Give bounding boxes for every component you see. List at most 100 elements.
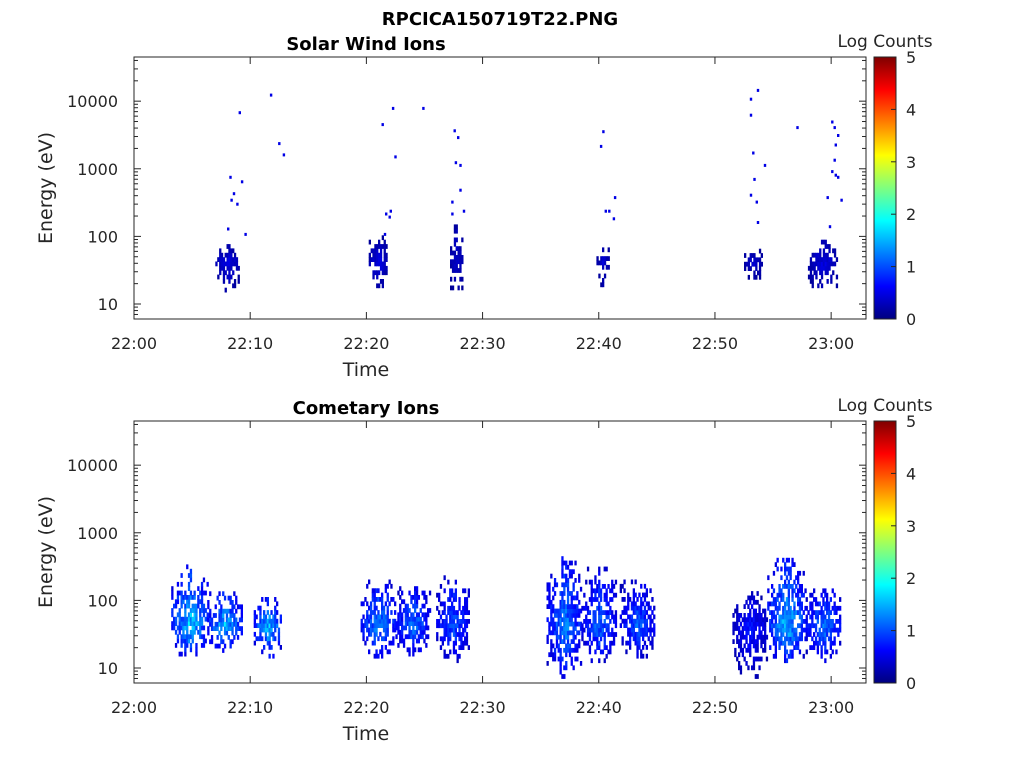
heatmap-cell — [218, 630, 221, 636]
heatmap-cell — [219, 248, 222, 254]
heatmap-cell — [570, 630, 573, 636]
heatmap-cell — [180, 603, 183, 609]
heatmap-cell — [568, 647, 572, 653]
heatmap-cell — [747, 621, 750, 627]
heatmap-cell — [364, 618, 367, 624]
heatmap-cell — [599, 614, 603, 620]
heatmap-cell — [232, 270, 235, 276]
heatmap-cell — [178, 590, 181, 596]
heatmap-cell — [736, 634, 739, 640]
heatmap-cell — [826, 261, 829, 267]
heatmap-cell — [829, 623, 832, 629]
heatmap-cell — [824, 632, 827, 637]
panel-title: Cometary Ions — [293, 398, 440, 419]
heatmap-cell — [791, 632, 794, 637]
heatmap-cell — [599, 623, 603, 629]
heatmap-cell — [798, 584, 802, 589]
heatmap-cell — [747, 257, 750, 263]
heatmap-cell — [745, 639, 748, 644]
colorbar-label: Log Counts — [837, 32, 932, 52]
heatmap-cell — [460, 623, 463, 629]
heatmap-cell — [279, 645, 282, 650]
heatmap-cell — [235, 626, 238, 631]
heatmap-cell — [174, 629, 178, 635]
heatmap-cell — [809, 257, 813, 262]
heatmap-cell — [423, 616, 426, 622]
heatmap-cell — [767, 601, 770, 607]
heatmap-cell — [368, 614, 371, 620]
heatmap-cell — [787, 627, 790, 633]
heatmap-cell — [835, 610, 838, 615]
heatmap-cell — [548, 630, 551, 636]
heatmap-cell — [173, 625, 176, 631]
heatmap-cell — [447, 605, 450, 611]
heatmap-cell — [381, 235, 384, 241]
heatmap-cell — [417, 595, 420, 600]
heatmap-cell — [642, 653, 645, 659]
heatmap-cell — [264, 597, 268, 602]
heatmap-cell — [178, 629, 181, 635]
heatmap-cell — [649, 640, 652, 646]
heatmap-cell — [231, 613, 234, 618]
heatmap-cell — [811, 261, 814, 267]
heatmap-cell — [184, 643, 187, 648]
heatmap-cell — [594, 627, 597, 633]
heatmap-cell — [421, 612, 424, 618]
x-tick-label: 22:00 — [111, 698, 157, 717]
heatmap-cell — [379, 597, 382, 602]
heatmap-cell — [623, 618, 626, 624]
heatmap-cell — [598, 579, 601, 585]
heatmap-cell — [583, 605, 586, 611]
heatmap-cell — [171, 595, 174, 600]
heatmap-cell — [638, 592, 641, 598]
heatmap-cell — [840, 198, 843, 202]
heatmap-cell — [839, 605, 842, 611]
heatmap-cell — [364, 640, 367, 646]
heatmap-cell — [774, 623, 777, 629]
heatmap-cell — [772, 636, 776, 642]
heatmap-cell — [827, 636, 831, 642]
heatmap-cell — [278, 142, 281, 146]
heatmap-cell — [459, 268, 462, 273]
heatmap-cell — [436, 636, 439, 642]
heatmap-cell — [602, 247, 605, 253]
heatmap-cell — [450, 259, 453, 265]
heatmap-cell — [642, 618, 645, 624]
heatmap-cell — [824, 649, 827, 655]
heatmap-cell — [421, 625, 424, 631]
heatmap-cell — [266, 636, 269, 642]
heatmap-cell — [565, 617, 568, 623]
heatmap-cell — [764, 647, 767, 653]
heatmap-cell — [270, 623, 273, 628]
heatmap-cell — [200, 608, 204, 613]
heatmap-cell — [771, 610, 774, 615]
heatmap-cell — [782, 619, 785, 624]
heatmap-cell — [377, 610, 380, 615]
heatmap-cell — [406, 608, 409, 613]
heatmap-cell — [772, 601, 776, 607]
heatmap-cell — [381, 610, 384, 615]
heatmap-cell — [813, 640, 816, 646]
heatmap-cell — [228, 261, 231, 267]
heatmap-cell — [820, 605, 823, 611]
heatmap-cell — [776, 557, 779, 563]
heatmap-cell — [749, 613, 752, 618]
heatmap-cell — [820, 632, 823, 637]
heatmap-cell — [579, 608, 583, 614]
heatmap-cell — [572, 608, 575, 614]
heatmap-cell — [199, 599, 202, 605]
heatmap-cell — [379, 618, 382, 624]
heatmap-cell — [751, 626, 754, 631]
heatmap-cell — [373, 631, 376, 637]
heatmap-cell — [590, 597, 593, 602]
heatmap-cell — [741, 652, 744, 658]
heatmap-cell — [231, 639, 234, 645]
heatmap-cell — [583, 627, 586, 633]
heatmap-cell — [576, 595, 579, 601]
heatmap-cell — [800, 627, 803, 633]
heatmap-cell — [782, 632, 785, 637]
heatmap-cell — [776, 623, 779, 629]
heatmap-cell — [366, 583, 369, 589]
heatmap-cell — [826, 623, 829, 629]
heatmap-cell — [598, 601, 601, 607]
